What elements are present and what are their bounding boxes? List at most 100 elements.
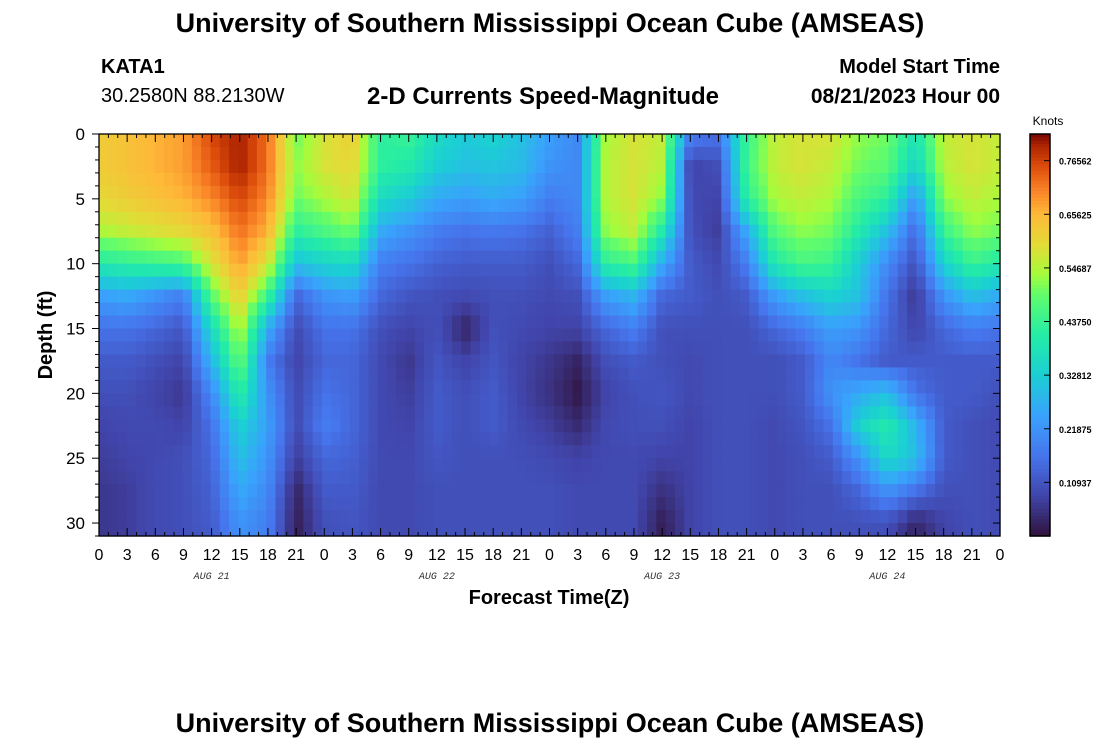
heatmap-cell [814,134,825,148]
heatmap-cell [396,185,407,200]
heatmap-cell [712,172,722,187]
heatmap-cell [619,510,630,524]
heatmap-cell [359,237,369,252]
heatmap-cell [656,185,667,200]
heatmap-cell [247,393,258,407]
heatmap-cell [247,367,258,381]
heatmap-cell [284,224,295,239]
heatmap-cell [656,471,667,485]
heatmap-cell [136,159,147,174]
heatmap-cell [674,172,685,187]
heatmap-cell [572,302,583,317]
heatmap-cell [470,445,481,459]
heatmap-cell [674,134,685,148]
heatmap-cell [173,211,184,226]
colorbar-segment [1030,338,1050,343]
heatmap-cell [879,484,890,498]
colorbar-segment [1030,321,1050,326]
heatmap-cell [804,471,815,485]
heatmap-cell [312,146,323,161]
heatmap-cell [767,185,778,200]
heatmap-cell [498,328,509,343]
heatmap-cell [331,263,342,278]
heatmap-cell [136,471,147,485]
heatmap-cell [637,510,648,524]
heatmap-cell [712,367,722,381]
heatmap-cell [582,523,592,537]
colorbar-segment [1030,415,1050,420]
heatmap-cell [498,134,509,148]
heatmap-cell [405,146,416,161]
heatmap-cell [294,523,304,537]
heatmap-cell [749,276,760,291]
heatmap-cell [721,445,732,459]
heatmap-cell [498,224,509,239]
heatmap-cell [916,523,927,537]
heatmap-cell [294,198,304,213]
heatmap-cell [126,432,137,446]
heatmap-cell [368,471,379,485]
heatmap-cell [600,289,611,304]
heatmap-cell [934,445,945,459]
x-tick-label: 15 [681,547,699,564]
heatmap-cell [414,471,425,485]
heatmap-cell [869,328,880,343]
heatmap-cell [591,211,602,226]
colorbar-segment [1030,224,1050,229]
heatmap-cell [405,367,416,381]
heatmap-cell [275,198,286,213]
heatmap-cell [396,315,407,330]
heatmap-cell [451,393,462,407]
heatmap-cell [897,393,908,407]
heatmap-cell [349,237,360,252]
heatmap-cell [182,432,193,446]
heatmap-cell [526,328,537,343]
heatmap-cell [489,146,500,161]
heatmap-cell [962,185,973,200]
heatmap-cell [674,263,685,278]
heatmap-cell [507,354,518,369]
heatmap-cell [684,445,695,459]
heatmap-cell [136,185,147,200]
heatmap-cell [619,419,630,433]
colorbar-segment [1030,412,1050,416]
heatmap-cell [489,237,500,252]
heatmap-cell [516,406,527,420]
heatmap-cell [712,419,722,433]
heatmap-cell [182,328,193,343]
heatmap-cell [266,146,277,161]
heatmap-cell [693,341,704,356]
heatmap-cell [619,445,630,459]
heatmap-cell [628,328,639,343]
heatmap-cell [507,432,518,446]
heatmap-cell [925,380,936,394]
heatmap-cell [191,289,202,304]
heatmap-cell [804,432,815,446]
heatmap-cell [173,237,184,252]
heatmap-cell [210,484,221,498]
heatmap-cell [739,497,750,511]
heatmap-cell [693,302,704,317]
heatmap-cell [303,328,314,343]
heatmap-cell [164,380,174,394]
heatmap-cell [851,185,862,200]
heatmap-cell [693,458,704,472]
heatmap-cell [414,211,425,226]
heatmap-cell [368,289,379,304]
heatmap-cell [433,328,444,343]
heatmap-cell [767,419,778,433]
heatmap-cell [154,432,165,446]
heatmap-cell [721,224,732,239]
heatmap-cell [786,367,797,381]
heatmap-cell [702,185,713,200]
heatmap-cell [479,484,490,498]
heatmap-cell [424,484,434,498]
colorbar-segment [1030,291,1050,296]
heatmap-cell [897,354,908,369]
colorbar-segment [1030,201,1050,205]
heatmap-cell [451,523,462,537]
heatmap-cell [572,263,583,278]
heatmap-cell [377,276,388,291]
heatmap-cell [108,185,119,200]
heatmap-cell [656,276,667,291]
